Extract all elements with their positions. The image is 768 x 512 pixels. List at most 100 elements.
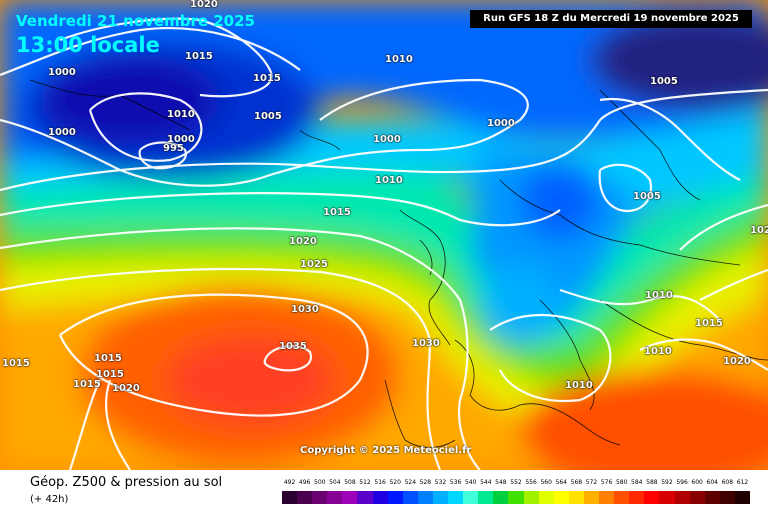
isobar-label: 1010 <box>565 380 593 391</box>
isobar-label: 1015 <box>695 318 723 329</box>
scale-swatch <box>629 491 645 504</box>
isobar-label: 102 <box>750 225 768 236</box>
scale-swatch <box>659 491 675 504</box>
isobar-label: 1010 <box>385 54 413 65</box>
isobar-label: 1000 <box>48 127 76 138</box>
scale-label: 500 <box>314 479 326 486</box>
scale-label: 496 <box>298 479 311 486</box>
scale-label: 548 <box>495 479 507 486</box>
isobar-label: 1020 <box>723 356 751 367</box>
scale-label: 536 <box>449 479 462 486</box>
isobar-label: 1000 <box>487 118 515 129</box>
scale-label: 492 <box>283 479 296 486</box>
copyright-notice: Copyright © 2025 Meteociel.fr <box>300 445 472 456</box>
scale-swatch <box>297 491 313 504</box>
scale-swatch <box>538 491 555 504</box>
map-area: 1020 1000 1015 1015 1010 1000 1005 1010 … <box>0 0 768 470</box>
scale-swatch <box>478 491 494 504</box>
isobar-label: 995 <box>163 143 184 154</box>
scale-swatch <box>689 491 706 504</box>
scale-swatch <box>493 491 509 504</box>
scale-label: 600 <box>691 479 703 486</box>
isobar-label: 1020 <box>112 383 140 394</box>
scale-label: 560 <box>540 479 552 486</box>
scale-label: 604 <box>706 479 718 486</box>
scale-swatch <box>599 491 615 504</box>
forecast-time: 13:00 locale <box>16 33 160 57</box>
model-run-info: Run GFS 18 Z du Mercredi 19 novembre 202… <box>470 10 752 28</box>
isobar-label: 1025 <box>300 259 328 270</box>
isobar-label: 1030 <box>412 338 440 349</box>
scale-swatch <box>282 491 298 504</box>
isobar-label: 1005 <box>254 111 282 122</box>
scale-swatch <box>327 491 343 504</box>
isobar-label: 1020 <box>289 236 317 247</box>
color-scale-labels: 492 496 500 504 508 512 516 520 524 528 532 536 540 5… <box>282 479 750 489</box>
scale-swatch <box>357 491 374 504</box>
scale-label: 532 <box>434 479 447 486</box>
isobar-label: 1010 <box>644 346 672 357</box>
isobar-label: 1000 <box>48 67 76 78</box>
isobar-label: 1020 <box>190 0 218 10</box>
isobar-label: 1010 <box>167 109 195 120</box>
forecast-date: Vendredi 21 novembre 2025 <box>16 12 255 30</box>
scale-swatch <box>614 491 630 504</box>
isobar-label: 1015 <box>185 51 213 62</box>
scale-label: 520 <box>389 479 401 486</box>
isobar-label: 1015 <box>94 353 122 364</box>
scale-swatch <box>508 491 525 504</box>
scale-label: 564 <box>555 479 567 486</box>
isobar-label: 1000 <box>373 134 401 145</box>
scale-swatch <box>432 491 449 504</box>
scale-label: 608 <box>721 479 734 486</box>
isobar-label: 1005 <box>650 76 678 87</box>
isobar-label: 1015 <box>2 358 30 369</box>
scale-swatch <box>719 491 736 504</box>
scale-swatch <box>734 491 751 504</box>
isobar-label: 1005 <box>633 191 661 202</box>
scale-label: 524 <box>404 479 417 486</box>
scale-label: 572 <box>585 479 598 486</box>
isobar-label: 1030 <box>291 304 319 315</box>
scale-swatch <box>342 491 358 504</box>
geopotential-field <box>0 0 768 470</box>
scale-swatch <box>568 491 585 504</box>
scale-label: 508 <box>344 479 356 486</box>
scale-label: 516 <box>374 479 386 486</box>
isobar-label: 1015 <box>96 369 124 380</box>
scale-swatch <box>523 491 540 504</box>
scale-swatch <box>372 491 389 504</box>
scale-label: 552 <box>510 479 522 486</box>
isobar-label: 1015 <box>323 207 351 218</box>
map-title: Géop. Z500 & pression au sol <box>30 475 223 490</box>
scale-label: 512 <box>359 479 371 486</box>
legend-footer: Géop. Z500 & pression au sol (+ 42h) 492… <box>0 470 768 512</box>
scale-swatch <box>463 491 479 504</box>
scale-swatch <box>417 491 434 504</box>
scale-swatch <box>448 491 464 504</box>
scale-swatch <box>644 491 660 504</box>
forecast-offset: (+ 42h) <box>30 494 69 505</box>
color-scale-bar <box>282 491 751 504</box>
scale-label: 588 <box>646 479 658 486</box>
scale-label: 584 <box>631 479 643 486</box>
isobar-label: 1015 <box>73 379 101 390</box>
scale-swatch <box>402 491 419 504</box>
scale-label: 612 <box>736 479 749 486</box>
isobar-label: 1000 <box>167 134 195 145</box>
scale-swatch <box>704 491 721 504</box>
scale-swatch <box>674 491 691 504</box>
scale-label: 596 <box>676 479 688 486</box>
isobar-label: 1010 <box>645 290 673 301</box>
scale-label: 592 <box>661 479 673 486</box>
scale-swatch <box>312 491 328 504</box>
isobar-label: 1035 <box>279 341 307 352</box>
scale-label: 580 <box>615 479 628 486</box>
scale-label: 568 <box>570 479 583 486</box>
scale-swatch <box>553 491 570 504</box>
isobar-label: 1015 <box>253 73 281 84</box>
scale-label: 504 <box>329 479 341 486</box>
isobar-label: 1010 <box>375 175 403 186</box>
scale-label: 576 <box>600 479 613 486</box>
